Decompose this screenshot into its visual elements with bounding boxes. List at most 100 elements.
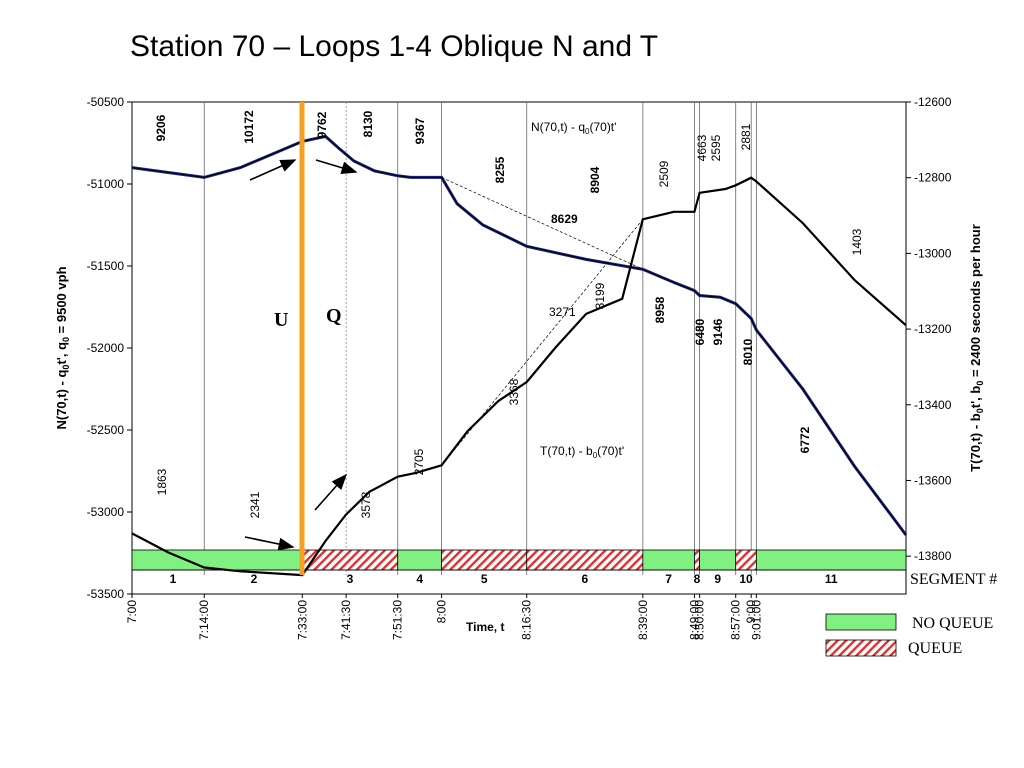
segment-9-bar <box>699 549 737 571</box>
arrow-2 <box>244 536 295 551</box>
y-left-tick-6: -53500 <box>87 587 125 601</box>
n-rate-label-2: 9762 <box>315 111 329 138</box>
arrows <box>244 159 358 551</box>
y-right-tick-4: -13400 <box>914 398 952 412</box>
n-rate-label-5: 8255 <box>493 156 507 183</box>
segment-5-label: 5 <box>481 572 488 586</box>
segment-10-label: 10 <box>739 572 753 586</box>
segment-7-bar <box>642 549 695 571</box>
segment-3-label: 3 <box>347 572 354 586</box>
x-tick-6: 8:16:30 <box>520 600 534 640</box>
t-rate-label-7: 2509 <box>657 160 671 187</box>
segment-6-bar <box>526 549 644 571</box>
y-left-ticks: -50500 -51000 -51500 -52000 -52500 -53000 -535… <box>87 95 132 601</box>
n-rate-label-1: 10172 <box>242 110 256 144</box>
segment-1-label: 1 <box>170 572 177 586</box>
n-curve-label: N(70,t) - q0(70)t' <box>531 120 616 136</box>
t-rate-label-5: 3271 <box>549 305 576 319</box>
x-tick-9: 8:50:00 <box>693 600 707 640</box>
rate-labels: 9206 10172 9762 8130 9367 8255 8904 8629 8958 648… <box>154 110 864 518</box>
x-tick-8: 8:49:00 <box>687 600 701 640</box>
legend-no-queue-label: NO QUEUE <box>912 615 993 632</box>
segment-9-label: 9 <box>714 572 721 586</box>
x-tick-4: 7:51:30 <box>391 600 405 640</box>
t-rate-label-2: 3578 <box>359 491 373 518</box>
n-rate-label-6: 8904 <box>588 166 602 193</box>
x-tick-7: 8:39:00 <box>636 600 650 640</box>
x-tick-5: 8:00 <box>435 600 449 624</box>
u-annotation: U <box>274 309 288 331</box>
n-rate-label-11: 8010 <box>741 338 755 365</box>
n-rate-label-3: 8130 <box>361 110 375 137</box>
segment-6-label: 6 <box>581 572 588 586</box>
t-curve-label: T(70,t) - b0(70)t' <box>540 444 624 460</box>
x-ticks: 7:00 7:14:00 7:33:00 7:41:30 7:51:30 8:00 8:16… <box>125 594 763 640</box>
x-tick-3: 7:41:30 <box>339 600 353 640</box>
segment-1-bar <box>131 549 303 571</box>
t-rate-label-3: 2705 <box>412 448 426 475</box>
t-curve-line <box>131 176 907 577</box>
arrow-1 <box>315 159 358 174</box>
n-rate-label-0: 9206 <box>154 114 168 141</box>
y-left-tick-0: -50500 <box>87 95 125 109</box>
n-rate-label-4: 9367 <box>413 117 427 144</box>
segment-11-label: 11 <box>825 572 838 586</box>
n-chord-line <box>441 177 643 270</box>
y-left-axis-label: N(70,t) - q0t', q0 = 9500 vph <box>54 266 71 429</box>
time-gridlines <box>203 102 757 575</box>
y-right-tick-6: -13800 <box>914 549 952 563</box>
n-rate-label-7: 8629 <box>551 212 578 226</box>
segment-11-bar <box>755 549 907 571</box>
segment-header: SEGMENT # <box>910 571 997 588</box>
n-rate-label-8: 8958 <box>653 296 667 323</box>
y-left-tick-1: -51000 <box>87 177 125 191</box>
t-rate-label-6: 3199 <box>593 282 607 309</box>
page-title: Station 70 – Loops 1-4 Oblique N and T <box>130 30 659 63</box>
y-right-tick-2: -13000 <box>914 246 952 260</box>
legend-no-queue-swatch <box>825 613 897 631</box>
x-axis-label: Time, t <box>466 620 504 634</box>
q-annotation: Q <box>326 305 342 327</box>
n-curve-line <box>131 134 908 536</box>
segment-2-label: 2 <box>251 572 258 586</box>
y-left-tick-4: -52500 <box>87 423 125 437</box>
arrow-3 <box>314 473 348 511</box>
x-tick-12: 9:01:00 <box>749 600 763 640</box>
y-right-ticks: -12600 -12800 -13000 -13200 -13400 -13600 -138… <box>906 95 952 563</box>
legend: NO QUEUE QUEUE <box>825 613 993 657</box>
x-tick-0: 7:00 <box>125 600 139 624</box>
series-group <box>131 134 908 577</box>
x-tick-2: 7:33:00 <box>295 600 309 640</box>
n-curve-fit-line <box>131 135 907 536</box>
t-rate-label-0: 1863 <box>155 468 169 495</box>
t-rate-label-4: 3368 <box>507 378 521 405</box>
n-rate-label-10: 9146 <box>711 318 725 345</box>
t-rate-label-1: 2341 <box>248 491 262 518</box>
y-left-tick-3: -52000 <box>87 341 125 355</box>
t-chord-line <box>441 219 644 466</box>
y-right-tick-5: -13600 <box>914 473 952 487</box>
legend-queue-swatch <box>825 639 897 657</box>
plot-area <box>131 101 907 595</box>
segment-bar: 1 2 3 4 5 6 7 8 9 10 11 <box>131 549 907 586</box>
t-rate-label-11: 1403 <box>850 228 864 255</box>
x-tick-11: 9:00 <box>744 600 758 624</box>
segment-5-bar <box>441 549 528 571</box>
y-right-tick-0: -12600 <box>914 95 952 109</box>
t-rate-label-10: 2881 <box>739 123 753 150</box>
t-rate-label-8: 4663 <box>695 134 709 161</box>
segment-8-label: 8 <box>694 572 701 586</box>
segment-4-bar <box>397 549 442 571</box>
segment-7-label: 7 <box>665 572 672 586</box>
n-rate-label-12: 6772 <box>798 426 812 453</box>
y-left-tick-2: -51500 <box>87 259 125 273</box>
x-tick-10: 8:57:00 <box>729 600 743 640</box>
segment-4-label: 4 <box>416 572 423 586</box>
segment-10-bar <box>735 549 757 571</box>
y-right-tick-3: -13200 <box>914 322 952 336</box>
y-right-axis-label: T(70,t) - b0t', b0 = 2400 seconds per ho… <box>968 224 985 472</box>
t-rate-label-9: 2595 <box>709 134 723 161</box>
trend-lines <box>441 177 644 466</box>
arrow-0 <box>249 159 297 181</box>
